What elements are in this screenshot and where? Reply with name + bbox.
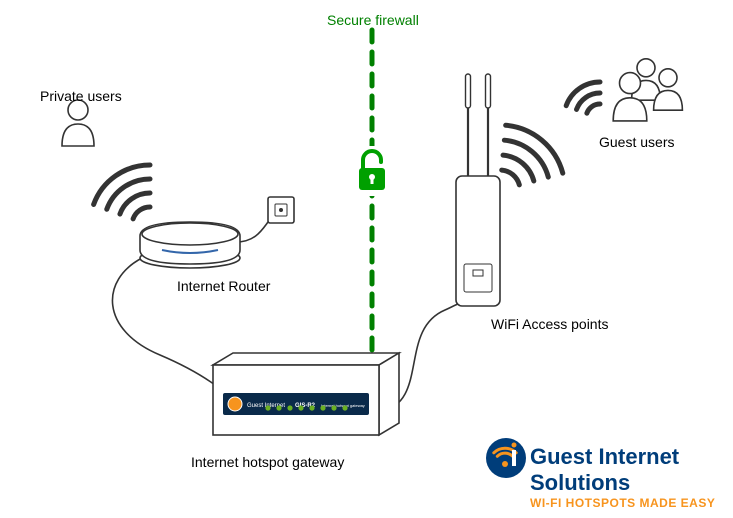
brand-logo-icon xyxy=(486,438,526,478)
wifi-arcs-guest-icon xyxy=(566,82,600,113)
access-point-icon xyxy=(456,74,500,306)
guest-users-label: Guest users xyxy=(599,134,674,150)
brand-main-text: Guest Internet Solutions xyxy=(530,444,733,496)
private-user-icon xyxy=(62,100,94,146)
wifi-arcs-ap-icon xyxy=(502,125,563,185)
router-label: Internet Router xyxy=(177,278,270,294)
private-users-label: Private users xyxy=(40,88,122,104)
diagram-canvas: Guest InternetGIS-R2Internet hotspot gat… xyxy=(0,0,733,518)
firewall-label: Secure firewall xyxy=(327,12,419,28)
wifi-arcs-router-icon xyxy=(94,165,150,219)
wall-outlet-icon xyxy=(268,197,294,223)
access-point-label: WiFi Access points xyxy=(491,316,608,332)
guest-users-icon xyxy=(613,59,682,121)
gateway-label: Internet hotspot gateway xyxy=(191,454,344,470)
brand-block: Guest Internet Solutions WI-FI HOTSPOTS … xyxy=(530,444,733,510)
router-icon xyxy=(140,222,240,268)
gateway-icon: Guest InternetGIS-R2Internet hotspot gat… xyxy=(213,353,399,435)
lock-icon xyxy=(354,146,390,196)
brand-sub-text: WI-FI HOTSPOTS MADE EASY xyxy=(530,496,733,510)
